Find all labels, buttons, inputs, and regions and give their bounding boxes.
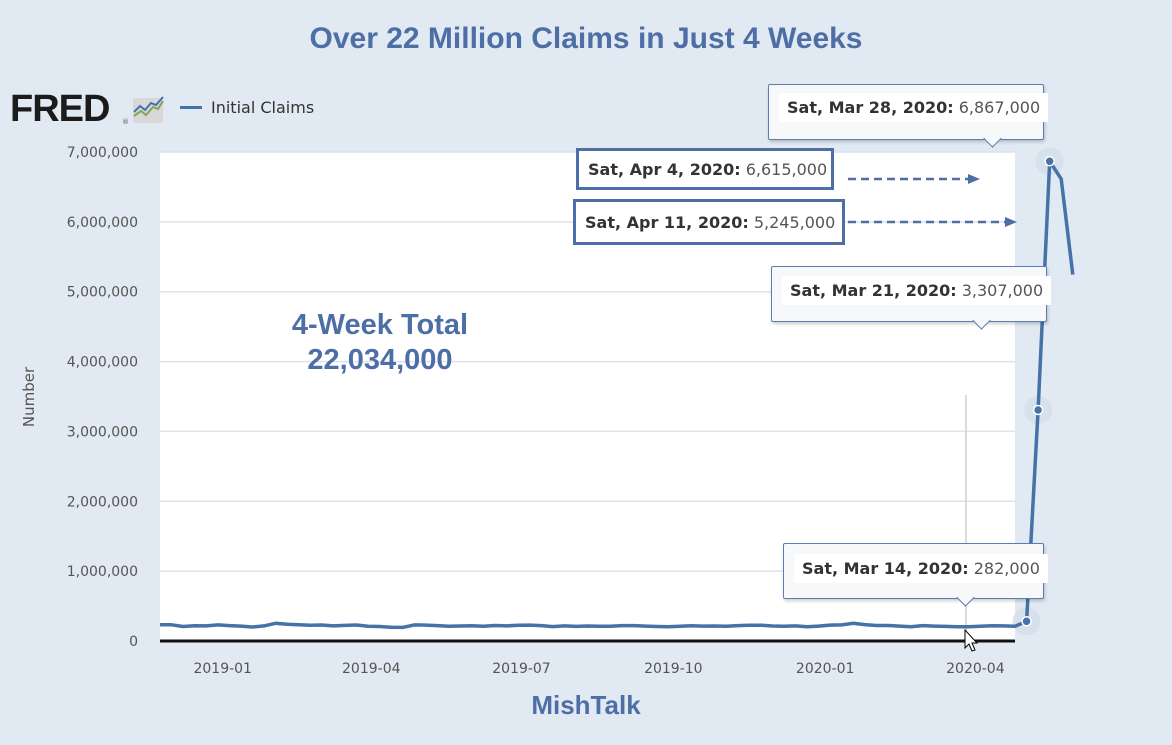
dashed-arrow-apr11: [848, 217, 1017, 227]
y-tick-label: 6,000,000: [67, 215, 138, 231]
tooltip-mar21: Sat, Mar 21, 2020: 3,307,000: [771, 266, 1052, 330]
y-tick-label: 3,000,000: [67, 424, 138, 440]
data-point-marker: [1044, 156, 1055, 167]
mouse-cursor-icon: [964, 628, 979, 652]
x-tick-label: 2019-01: [193, 661, 252, 677]
source-label: MishTalk: [531, 690, 641, 720]
dashed-arrow-apr4: [848, 174, 980, 184]
chart-title: Over 22 Million Claims in Just 4 Weeks: [309, 22, 863, 55]
annotation-line-2: 22,034,000: [307, 344, 453, 376]
callout-apr4: Sat, Apr 4, 2020: 6,615,000: [576, 148, 834, 190]
x-tick-label: 2019-07: [492, 661, 551, 677]
tooltip-mar28: Sat, Mar 28, 2020: 6,867,000: [768, 84, 1049, 148]
y-axis-label: Number: [20, 366, 38, 427]
y-tick-label: 1,000,000: [67, 564, 138, 580]
y-tick-label: 7,000,000: [67, 145, 138, 161]
callout-date: Sat, Apr 4, 2020:: [588, 159, 741, 179]
tooltip-value: 3,307,000: [961, 281, 1044, 300]
tooltip-date: Sat, Mar 21, 2020:: [790, 281, 957, 300]
four-week-total-annotation: 4-Week Total 22,034,000: [250, 308, 510, 378]
data-point-marker: [1032, 404, 1044, 416]
x-tick-label: 2020-04: [946, 661, 1005, 677]
series-line-initial-claims: [159, 159, 1075, 630]
tooltip-date: Sat, Mar 14, 2020:: [802, 559, 969, 578]
callout-value: 5,245,000: [753, 212, 836, 232]
fred-logo: FRED: [10, 88, 110, 130]
y-tick-label: 4,000,000: [67, 355, 138, 371]
fred-registered-mark: ®: [122, 118, 129, 126]
data-point-marker: [1021, 616, 1032, 627]
tooltip-date: Sat, Mar 28, 2020:: [787, 98, 954, 117]
y-tick-label: 5,000,000: [67, 285, 138, 301]
x-tick-label: 2019-04: [342, 661, 401, 677]
callout-value: 6,615,000: [745, 159, 828, 179]
legend-label: Initial Claims: [211, 98, 315, 117]
x-tick-label: 2019-10: [644, 661, 703, 677]
callout-date: Sat, Apr 11, 2020:: [585, 212, 749, 232]
y-tick-label: 2,000,000: [67, 494, 138, 510]
tooltip-mar14: Sat, Mar 14, 2020: 282,000: [783, 543, 1048, 607]
y-tick-label: 0: [129, 634, 138, 650]
legend-line-icon: [180, 106, 202, 109]
tooltip-value: 282,000: [973, 559, 1040, 578]
annotation-line-1: 4-Week Total: [291, 309, 469, 341]
legend[interactable]: Initial Claims: [180, 98, 314, 117]
fred-chart-icon: [133, 96, 164, 123]
tooltip-value: 6,867,000: [958, 98, 1041, 117]
x-tick-label: 2020-01: [796, 661, 855, 677]
callout-apr11: Sat, Apr 11, 2020: 5,245,000: [573, 199, 845, 245]
